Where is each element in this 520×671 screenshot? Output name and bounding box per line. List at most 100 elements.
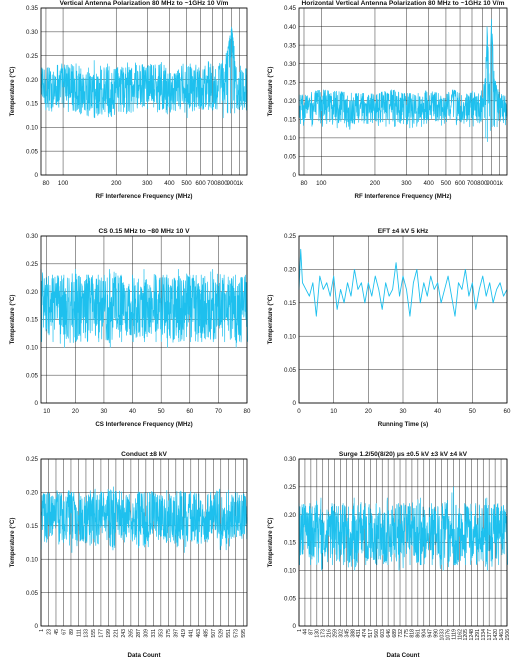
plot-frame — [40, 235, 248, 404]
x-tick-label: 243 — [121, 629, 127, 638]
x-tick-label: 419 — [181, 629, 187, 638]
x-tick-label: 265 — [129, 629, 135, 638]
x-tick-label: 800 — [217, 180, 228, 187]
x-tick-label: 800 — [477, 180, 488, 187]
x-tick-label: 463 — [196, 629, 202, 638]
x-tick-label: 70 — [215, 408, 222, 415]
x-tick-label: 861 — [416, 629, 422, 638]
x-tick-label: 900 — [486, 180, 497, 187]
x-tick-label: 600 — [195, 180, 206, 187]
y-axis-label: Temperature (°C) — [9, 518, 16, 568]
x-tick-label: 600 — [455, 180, 466, 187]
chart-title: Conduct ±8 kV — [121, 451, 167, 458]
x-tick-label: 100 — [316, 180, 327, 187]
x-axis-label: RF Interference Frequency (MHz) — [355, 193, 452, 200]
x-tick-label: 60 — [504, 408, 511, 415]
y-tick-label: 0 — [35, 172, 39, 179]
x-tick-label: 50 — [158, 408, 165, 415]
x-tick-label: 20 — [365, 408, 372, 415]
chart-panel-cs-interference: CS 0.15 MHz to ~80 MHz 10 V 0 0.05 0.10 0.15… — [0, 228, 260, 448]
x-tick-label: 200 — [370, 180, 381, 187]
x-tick-label: 485 — [204, 629, 210, 638]
y-tick-label: 0.20 — [284, 267, 297, 274]
chart-svg-vertical-antenna: Vertical Antenna Polarization 80 MHz to … — [9, 0, 248, 200]
y-tick-label: 0.20 — [26, 289, 39, 296]
chart-title: EFT ±4 kV 5 kHz — [378, 228, 429, 235]
plot-frame — [40, 7, 248, 176]
x-tick-label: 30 — [400, 408, 407, 415]
y-tick-label: 0.05 — [26, 590, 39, 597]
chart-panel-eft: EFT ±4 kV 5 kHz 0 0.05 0.10 0.15 0.20 0.25 0 10 2… — [260, 228, 520, 448]
x-tick-label: 50 — [469, 408, 476, 415]
x-tick-label: 20 — [72, 408, 79, 415]
chart-svg-eft: EFT ±4 kV 5 kHz 0 0.05 0.10 0.15 0.20 0.25 0 10 2… — [267, 228, 511, 428]
y-tick-label: 0 — [35, 400, 39, 407]
x-tick-label: 474 — [362, 629, 368, 638]
x-tick-label: 400 — [164, 180, 175, 187]
x-tick-label: 732 — [398, 629, 404, 638]
y-tick-label: 0.10 — [26, 124, 39, 131]
chart-title: CS 0.15 MHz to ~80 MHz 10 V — [98, 228, 190, 235]
y-axis-label: Temperature (°C) — [267, 67, 274, 117]
gridlines — [298, 235, 508, 404]
x-tick-label: 45 — [54, 629, 60, 635]
y-tick-label: 0.20 — [26, 490, 39, 497]
x-tick-label: 1076 — [445, 629, 451, 641]
x-tick-label: 603 — [380, 629, 386, 638]
y-tick-label: 0 — [35, 623, 39, 630]
y-tick-label: 0.20 — [26, 77, 39, 84]
y-tick-label: 0 — [293, 623, 297, 630]
x-tick-label: 30 — [100, 408, 107, 415]
y-tick-label: 0.15 — [26, 523, 39, 530]
series-line — [40, 269, 248, 348]
y-tick-label: 0.30 — [26, 29, 39, 36]
x-tick-label: 173 — [321, 629, 327, 638]
plot-frame — [298, 458, 508, 627]
x-tick-label: 573 — [234, 629, 240, 638]
y-tick-label: 0.35 — [26, 5, 39, 12]
x-tick-label: 1291 — [475, 629, 481, 641]
x-tick-label: 10 — [330, 408, 337, 415]
x-tick-label: 1119 — [451, 629, 457, 640]
x-tick-label: 111 — [76, 629, 82, 637]
y-tick-label: 0.20 — [284, 98, 297, 105]
y-tick-label: 0.30 — [284, 61, 297, 68]
x-tick-label: 1162 — [457, 629, 463, 640]
x-tick-label: 947 — [428, 629, 434, 638]
x-tick-label: 517 — [368, 629, 374, 638]
y-axis-label: Temperature (°C) — [9, 295, 16, 345]
y-axis-label: Temperature (°C) — [267, 295, 274, 345]
y-tick-label: 0.15 — [26, 317, 39, 324]
x-axis-label: Running Time (s) — [378, 421, 428, 428]
y-tick-label: 0.10 — [284, 568, 297, 575]
x-tick-label: 331 — [151, 629, 157, 638]
x-axis-label: RF Interference Frequency (MHz) — [96, 193, 193, 200]
x-tick-label: 700 — [467, 180, 478, 187]
x-tick-label: 300 — [401, 180, 412, 187]
x-tick-label: 560 — [374, 629, 380, 638]
x-tick-label: 1420 — [493, 629, 499, 641]
x-tick-label: 287 — [136, 629, 142, 638]
x-tick-label: 529 — [219, 629, 225, 638]
chart-svg-surge: Surge 1.2/50(8/20) μs ±0.5 kV ±3 kV ±4 k… — [267, 451, 511, 659]
x-tick-label: 177 — [99, 629, 105, 638]
y-tick-label: 0.05 — [26, 372, 39, 379]
x-tick-label: 1 — [297, 629, 303, 632]
x-tick-label: 40 — [129, 408, 136, 415]
x-axis-label: Data Count — [128, 652, 161, 659]
y-tick-label: 0.10 — [26, 345, 39, 352]
x-tick-label: 221 — [114, 629, 120, 638]
x-tick-label: 595 — [241, 629, 247, 638]
y-tick-label: 0.05 — [284, 367, 297, 374]
y-tick-label: 0.30 — [284, 456, 297, 463]
x-axis-label: CS Interference Frequency (MHz) — [95, 421, 192, 428]
x-tick-label: 551 — [226, 629, 232, 638]
x-tick-label: 0 — [297, 408, 301, 415]
y-tick-label: 0.25 — [26, 53, 39, 60]
y-tick-label: 0.15 — [26, 101, 39, 108]
plot-frame — [298, 235, 508, 404]
y-tick-label: 0.40 — [284, 24, 297, 31]
chart-title: Horizontal Vertical Antenna Polarization… — [302, 0, 505, 7]
series-line — [40, 26, 248, 119]
y-tick-label: 0 — [293, 400, 297, 407]
